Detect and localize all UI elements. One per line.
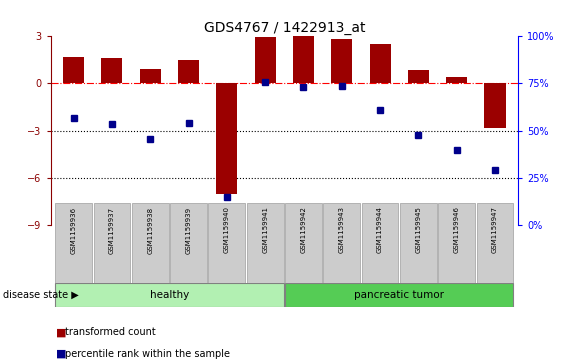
- Text: GSM1159946: GSM1159946: [454, 207, 459, 253]
- Bar: [369, 44, 391, 83]
- Bar: [331, 38, 352, 83]
- Text: percentile rank within the sample: percentile rank within the sample: [65, 349, 230, 359]
- Text: GSM1159937: GSM1159937: [109, 207, 115, 254]
- Bar: [446, 77, 467, 83]
- Bar: [254, 37, 276, 83]
- Bar: [408, 70, 429, 83]
- Text: GSM1159945: GSM1159945: [415, 207, 421, 253]
- Bar: [101, 58, 123, 83]
- Text: transformed count: transformed count: [65, 327, 155, 337]
- FancyBboxPatch shape: [132, 203, 169, 283]
- Bar: [484, 83, 506, 127]
- Text: GSM1159947: GSM1159947: [492, 207, 498, 253]
- FancyBboxPatch shape: [93, 203, 131, 283]
- FancyBboxPatch shape: [361, 203, 399, 283]
- Bar: [63, 57, 84, 83]
- Text: pancreatic tumor: pancreatic tumor: [354, 290, 444, 300]
- Bar: [216, 83, 238, 193]
- Text: healthy: healthy: [150, 290, 189, 300]
- Text: GSM1159944: GSM1159944: [377, 207, 383, 253]
- FancyBboxPatch shape: [55, 203, 92, 283]
- FancyBboxPatch shape: [208, 203, 245, 283]
- Text: GSM1159942: GSM1159942: [301, 207, 306, 253]
- Text: ■: ■: [56, 349, 70, 359]
- Text: GSM1159939: GSM1159939: [186, 207, 191, 254]
- FancyBboxPatch shape: [247, 203, 284, 283]
- Bar: [293, 36, 314, 83]
- Text: GSM1159938: GSM1159938: [148, 207, 153, 254]
- Bar: [178, 60, 199, 83]
- FancyBboxPatch shape: [477, 203, 513, 283]
- FancyBboxPatch shape: [285, 203, 322, 283]
- Text: disease state ▶: disease state ▶: [3, 290, 79, 300]
- FancyBboxPatch shape: [438, 203, 475, 283]
- Bar: [140, 69, 161, 83]
- FancyBboxPatch shape: [170, 203, 207, 283]
- Text: ■: ■: [56, 327, 70, 337]
- Text: GSM1159940: GSM1159940: [224, 207, 230, 253]
- Text: GSM1159936: GSM1159936: [70, 207, 77, 254]
- FancyBboxPatch shape: [285, 283, 513, 307]
- FancyBboxPatch shape: [55, 283, 284, 307]
- FancyBboxPatch shape: [400, 203, 437, 283]
- Text: GSM1159943: GSM1159943: [339, 207, 345, 253]
- Text: GSM1159941: GSM1159941: [262, 207, 268, 253]
- FancyBboxPatch shape: [323, 203, 360, 283]
- Title: GDS4767 / 1422913_at: GDS4767 / 1422913_at: [204, 21, 365, 35]
